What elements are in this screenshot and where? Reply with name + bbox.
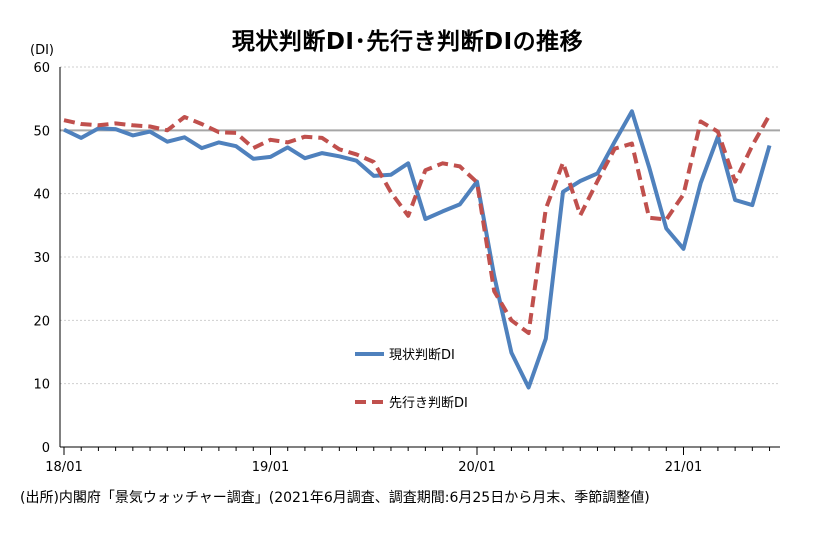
x-tick-label: 18/01: [45, 460, 82, 475]
y-tick-label: 40: [33, 188, 50, 203]
legend-label: 先行き判断DI: [389, 396, 468, 411]
y-tick-label: 0: [42, 441, 50, 456]
x-tick-label: 19/01: [252, 460, 289, 475]
series-group: [63, 109, 772, 390]
source-footnote: (出所)内閣府「景気ウォッチャー調査」(2021年6月調査、調査期間:6月25日…: [20, 490, 650, 506]
x-tick-label: 20/01: [458, 460, 495, 475]
y-tick-label: 10: [33, 378, 50, 393]
y-tick-label: 50: [33, 124, 50, 139]
axes: 0 10 20 30 40 50 60 18/01 19/01 20/01 21/01: [33, 61, 780, 475]
gridlines: [60, 66, 780, 385]
legend: 現状判断DI 先行き判断DI: [355, 348, 468, 411]
chart-title: 現状判断DI･先行き判断DIの推移: [231, 29, 584, 55]
y-tick-label: 30: [33, 251, 50, 266]
series-line-current: [63, 109, 772, 390]
y-tick-label: 60: [33, 61, 50, 76]
y-tick-label: 20: [33, 314, 50, 329]
legend-label: 現状判断DI: [389, 348, 455, 363]
y-axis-unit: (DI): [30, 43, 54, 58]
legend-item-current: 現状判断DI: [355, 348, 455, 363]
x-tick-label: 21/01: [665, 460, 702, 475]
series-line-outlook: [63, 114, 772, 335]
legend-item-outlook: 先行き判断DI: [355, 396, 468, 411]
